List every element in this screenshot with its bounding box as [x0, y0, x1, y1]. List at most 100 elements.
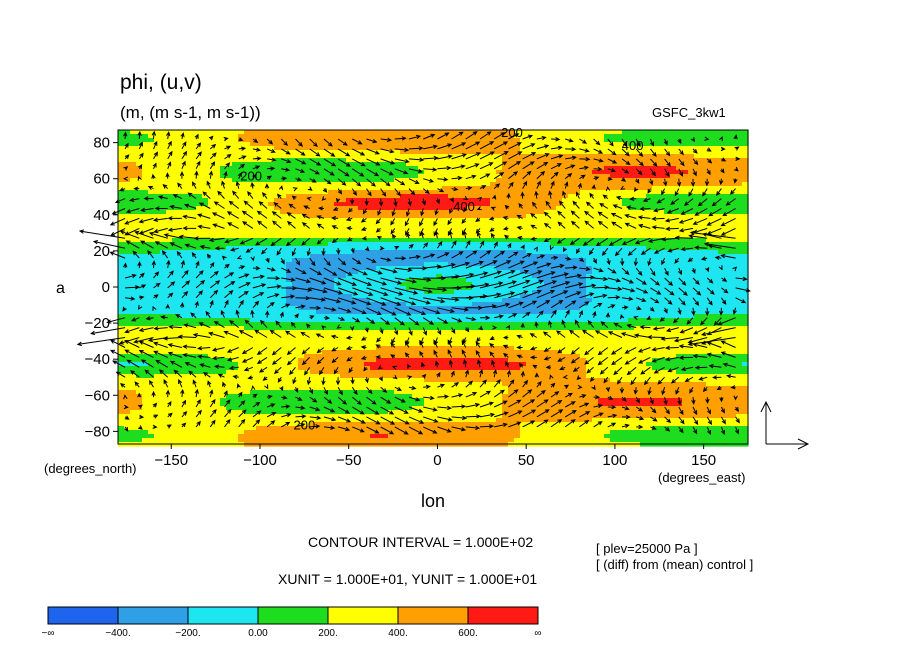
field-cell — [532, 174, 539, 179]
field-cell — [562, 262, 569, 267]
field-cell — [628, 254, 635, 259]
field-cell — [694, 158, 701, 163]
field-cell — [196, 238, 203, 243]
field-cell — [442, 134, 449, 139]
field-cell — [496, 202, 503, 207]
field-cell — [352, 218, 359, 223]
field-cell — [352, 230, 359, 235]
field-cell — [118, 150, 125, 155]
field-cell — [262, 158, 269, 163]
field-cell — [238, 162, 245, 167]
field-cell — [484, 210, 491, 215]
field-cell — [154, 266, 161, 271]
field-cell — [688, 166, 695, 171]
field-cell — [508, 310, 515, 315]
field-cell — [220, 150, 227, 155]
field-cell — [304, 294, 311, 299]
field-cell — [526, 130, 533, 135]
field-cell — [160, 242, 167, 247]
field-cell — [478, 210, 485, 215]
field-cell — [730, 250, 737, 255]
field-cell — [124, 266, 131, 271]
field-cell — [214, 306, 221, 311]
field-cell — [508, 242, 515, 247]
field-cell — [700, 222, 707, 227]
field-cell — [610, 278, 617, 283]
field-cell — [526, 154, 533, 159]
field-cell — [178, 282, 185, 287]
field-cell — [232, 270, 239, 275]
field-cell — [502, 190, 509, 195]
field-cell — [208, 254, 215, 259]
field-cell — [208, 230, 215, 235]
field-cell — [544, 138, 551, 143]
field-cell — [172, 150, 179, 155]
field-cell — [172, 186, 179, 191]
field-cell — [514, 206, 521, 211]
field-cell — [310, 242, 317, 247]
field-cell — [676, 130, 683, 135]
field-cell — [430, 178, 437, 183]
field-cell — [406, 290, 413, 295]
field-cell — [634, 230, 641, 235]
field-cell — [466, 130, 473, 135]
field-cell — [490, 158, 497, 163]
field-cell — [556, 182, 563, 187]
field-cell — [718, 186, 725, 191]
field-cell — [556, 266, 563, 271]
field-cell — [652, 198, 659, 203]
field-cell — [454, 278, 461, 283]
field-cell — [184, 302, 191, 307]
field-cell — [196, 234, 203, 239]
field-cell — [400, 166, 407, 171]
field-cell — [166, 286, 173, 291]
field-cell — [616, 310, 623, 315]
field-cell — [244, 166, 251, 171]
field-cell — [622, 166, 629, 171]
field-cell — [256, 182, 263, 187]
field-cell — [430, 218, 437, 223]
field-cell — [208, 234, 215, 239]
field-cell — [136, 222, 143, 227]
field-cell — [550, 170, 557, 175]
field-cell — [538, 202, 545, 207]
field-cell — [658, 234, 665, 239]
field-cell — [244, 186, 251, 191]
field-cell — [124, 206, 131, 211]
field-cells — [118, 130, 749, 447]
field-cell — [700, 182, 707, 187]
field-cell — [232, 182, 239, 187]
field-cell — [274, 242, 281, 247]
field-cell — [328, 130, 335, 135]
field-cell — [358, 142, 365, 147]
field-cell — [370, 230, 377, 235]
field-cell — [490, 178, 497, 183]
field-cell — [400, 270, 407, 275]
field-cell — [580, 134, 587, 139]
field-cell — [694, 138, 701, 143]
field-cell — [154, 146, 161, 151]
field-cell — [598, 222, 605, 227]
field-cell — [190, 278, 197, 283]
field-cell — [580, 270, 587, 275]
field-cell — [274, 258, 281, 263]
field-cell — [424, 186, 431, 191]
field-cell — [430, 146, 437, 151]
field-cell — [628, 174, 635, 179]
field-cell — [208, 150, 215, 155]
field-cell — [292, 174, 299, 179]
field-cell — [244, 226, 251, 231]
field-cell — [568, 270, 575, 275]
field-cell — [196, 138, 203, 143]
field-cell — [172, 270, 179, 275]
field-cell — [544, 186, 551, 191]
field-cell — [262, 298, 269, 303]
field-cell — [382, 218, 389, 223]
field-cell — [316, 246, 323, 251]
field-cell — [442, 250, 449, 255]
field-cell — [178, 182, 185, 187]
field-cell — [376, 250, 383, 255]
field-cell — [130, 158, 137, 163]
field-cell — [670, 286, 677, 291]
field-cell — [538, 242, 545, 247]
